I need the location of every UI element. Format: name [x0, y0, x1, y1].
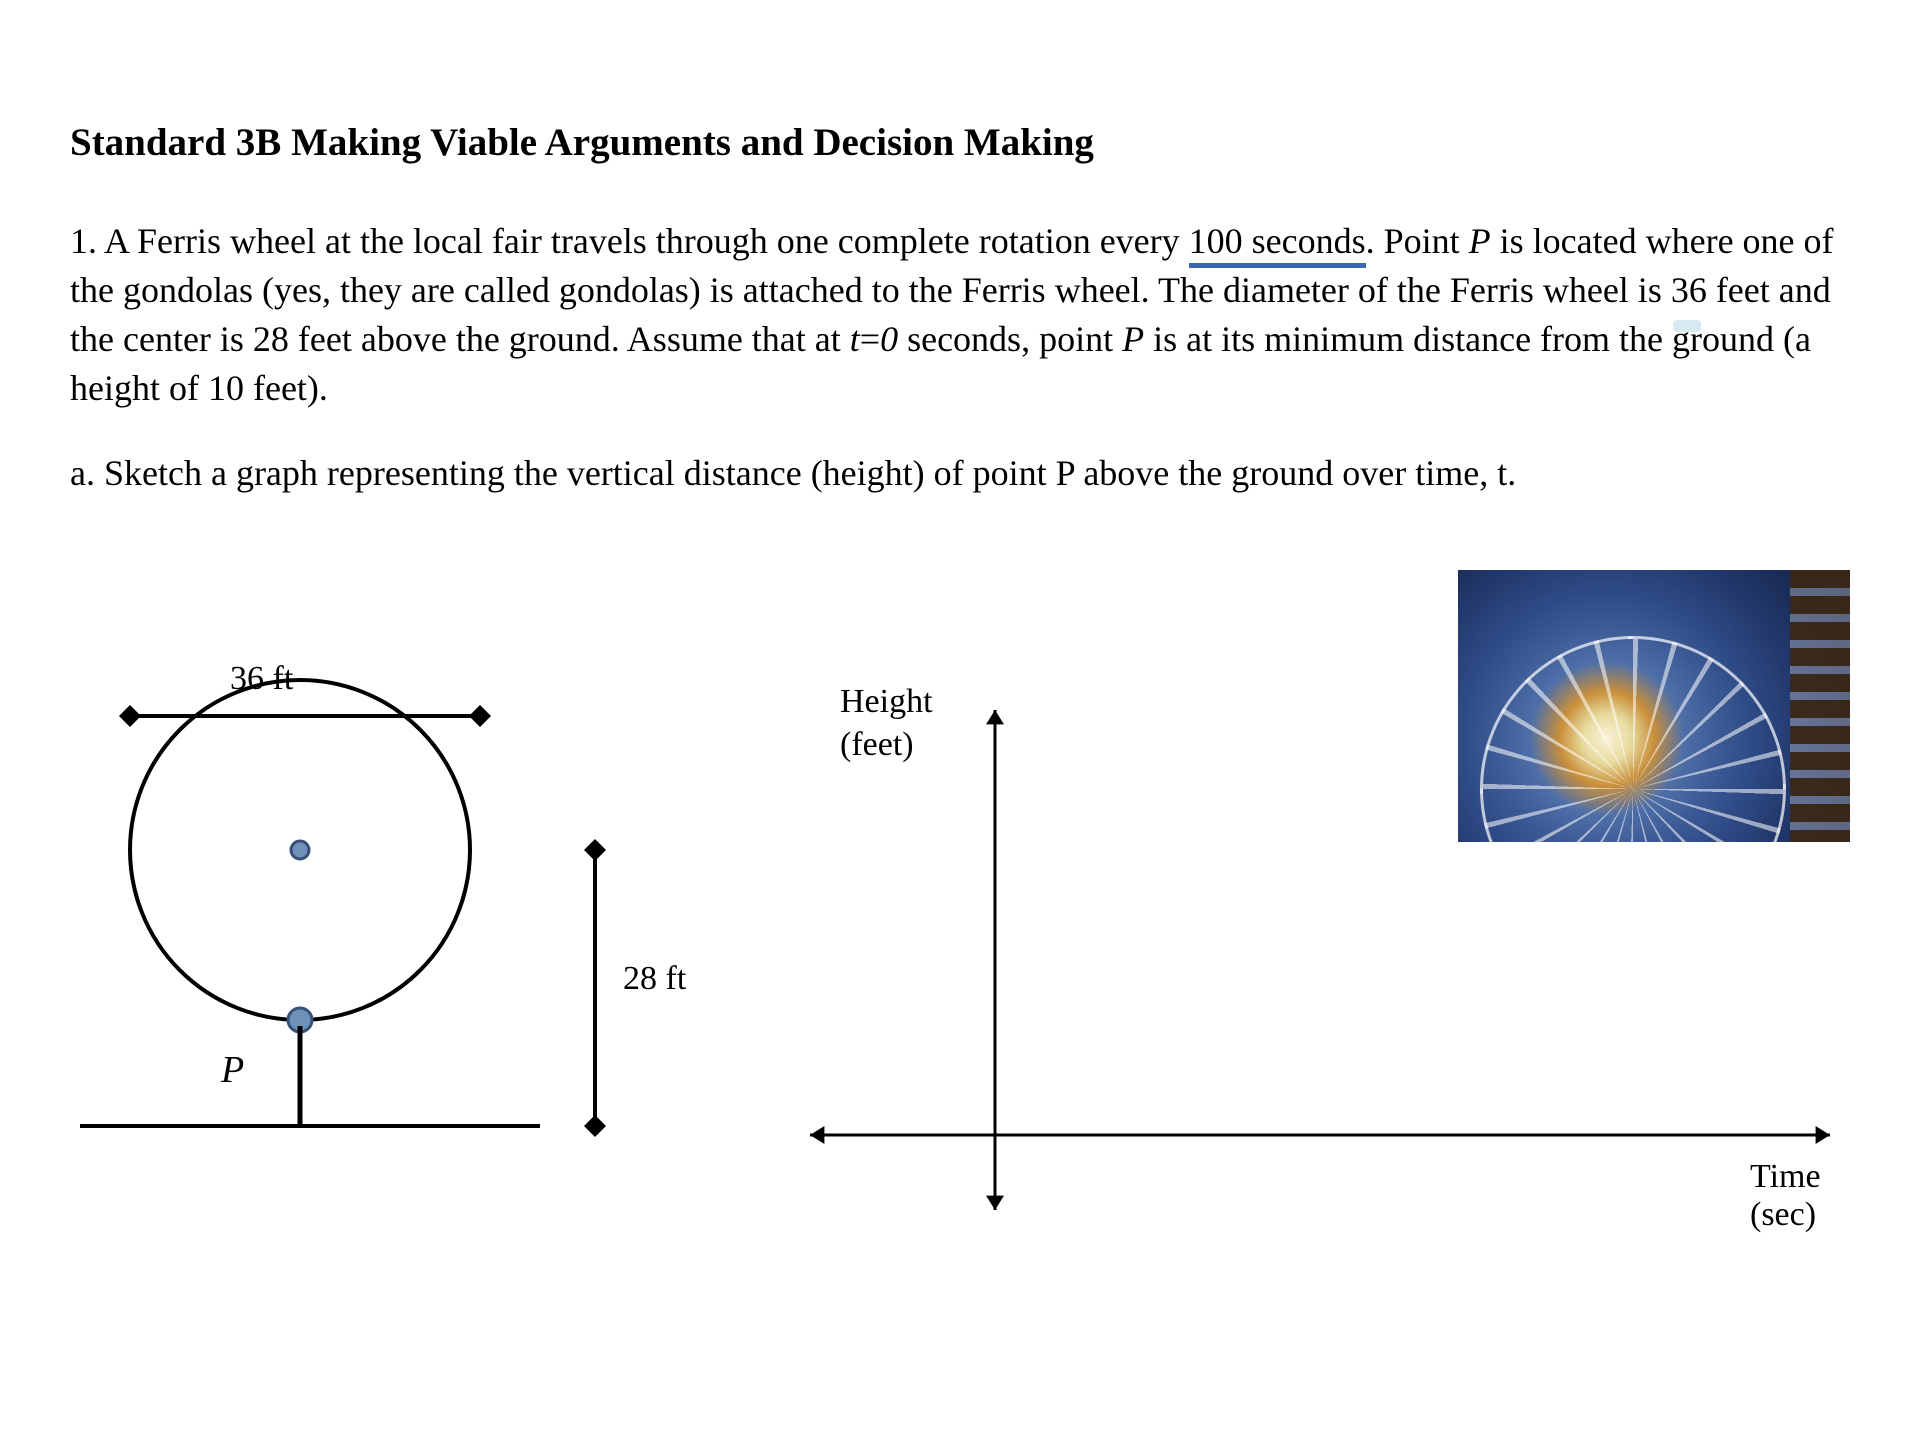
- diagram-svg: [70, 570, 1890, 1270]
- diagrams-area: Height (feet) Time (sec) 36 ft 28 ft P: [70, 570, 1850, 1270]
- value-zero: 0: [880, 319, 898, 359]
- question-text: Sketch a graph representing the vertical…: [95, 453, 1516, 493]
- problem-text-2: . Point: [1366, 221, 1469, 261]
- point-p-label: P: [221, 1048, 244, 1092]
- equals-sign: =: [860, 319, 880, 359]
- annotation-smudge: [1673, 320, 1701, 332]
- page-heading: Standard 3B Making Viable Arguments and …: [70, 120, 1850, 165]
- center-height-label: 28 ft: [623, 960, 686, 998]
- worksheet-page: Standard 3B Making Viable Arguments and …: [0, 0, 1920, 1440]
- variable-t: t: [850, 319, 860, 359]
- underlined-period: 100 seconds: [1189, 221, 1366, 268]
- problem-text-1: A Ferris wheel at the local fair travels…: [97, 221, 1189, 261]
- problem-number: 1.: [70, 221, 97, 261]
- question-label: a.: [70, 453, 95, 493]
- question-a: a. Sketch a graph representing the verti…: [70, 449, 1850, 498]
- problem-text-4: seconds, point: [898, 319, 1122, 359]
- problem-statement: 1. A Ferris wheel at the local fair trav…: [70, 217, 1850, 413]
- diameter-label: 36 ft: [230, 660, 293, 698]
- variable-p-1: P: [1469, 221, 1491, 261]
- variable-p-2: P: [1122, 319, 1144, 359]
